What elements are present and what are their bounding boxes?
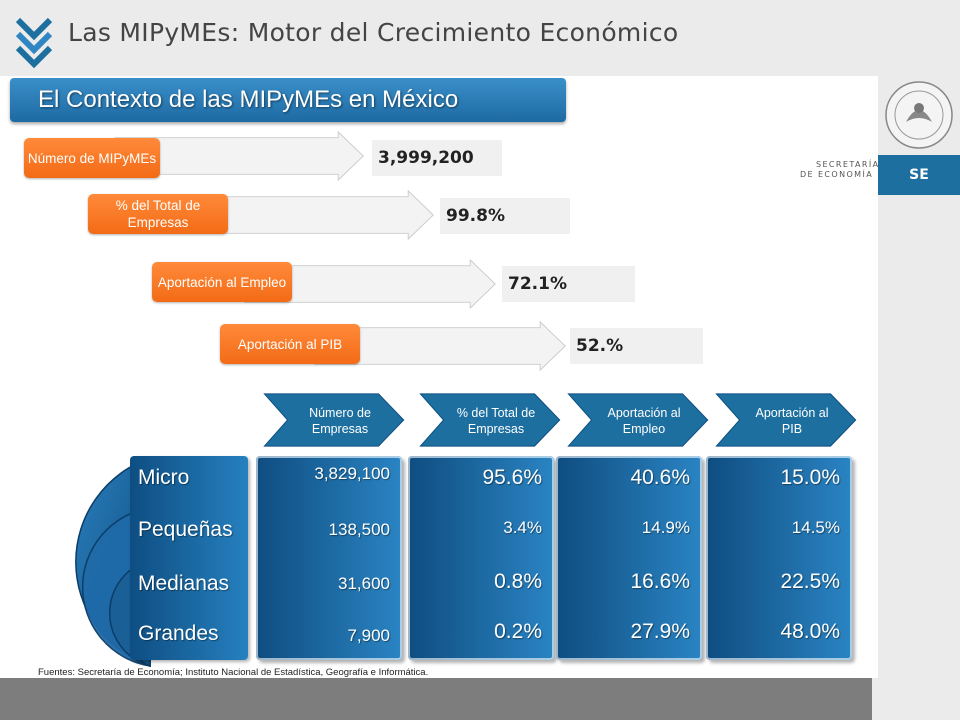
arrow-bar-3 [244,258,496,310]
data-column-empleo: 40.6% 14.9% 16.6% 27.9% [556,456,702,660]
value-cell: 48.0% [780,620,840,643]
chevron-header-3 [567,393,709,447]
value-cell: 15.0% [780,466,840,489]
header-bar [0,0,878,76]
category-pequenas: Pequeñas [138,518,233,541]
se-badge: SE [878,155,960,195]
header-label-pib: Aportación al PIB [755,406,829,436]
value-cell: 40.6% [630,466,690,489]
secretaria-line-2: DE ECONOMÍA [800,170,874,179]
footer-bar [0,678,872,720]
value-cell: 27.9% [630,620,690,643]
category-grandes: Grandes [138,622,219,645]
top-row-label: Aportación al PIB [220,324,360,364]
chevron-header-1 [263,393,405,447]
arrow-bar-4 [314,320,566,372]
value-cell: 0.8% [494,570,542,593]
category-card: Micro Pequeñas Medianas Grandes [130,456,248,660]
secretaria-label: SECRETARÍA DE ECONOMÍA [800,160,880,180]
national-seal-icon [885,81,953,149]
top-row-value: 52.% [570,328,703,364]
value-cell: 14.9% [641,518,690,537]
value-cell: 14.5% [791,518,840,537]
category-micro: Micro [138,466,190,489]
data-column-porcentaje: 95.6% 3.4% 0.8% 0.2% [408,456,554,660]
value-cell: 95.6% [482,466,542,489]
top-row-label: Aportación al Empleo [152,262,292,302]
data-column-empresas: 3,829,100 138,500 31,600 7,900 [256,456,402,660]
top-row-label: % del Total de Empresas [88,194,228,234]
category-medianas: Medianas [138,572,230,595]
sources-footnote: Fuentes: Secretaría de Economía; Institu… [38,667,429,678]
top-row-value: 99.8% [440,198,570,234]
header-label-empresas: Número de Empresas [309,406,371,436]
top-row-value: 72.1% [502,266,635,302]
value-cell: 0.2% [494,620,542,643]
value-cell: 7,900 [347,626,390,645]
value-cell: 31,600 [338,574,390,593]
footer-right-block [872,678,960,720]
header-label-empleo: Aportación al Empleo [607,406,681,436]
chevron-header-2 [419,393,561,447]
value-cell: 3,829,100 [314,464,390,483]
chevron-logo-icon [15,17,53,68]
header-label-porcentaje: % del Total de Empresas [456,406,536,436]
value-cell: 22.5% [780,570,840,593]
section-subtitle: El Contexto de las MIPyMEs en México [10,78,566,122]
top-row-label: Número de MIPyMEs [24,138,160,178]
page-title: Las MIPyMEs: Motor del Crecimiento Econó… [68,18,679,47]
top-row-value: 3,999,200 [372,140,502,176]
secretaria-line-1: SECRETARÍA [816,160,880,169]
data-column-pib: 15.0% 14.5% 22.5% 48.0% [706,456,852,660]
value-cell: 138,500 [328,520,390,539]
value-cell: 16.6% [630,570,690,593]
value-cell: 3.4% [503,518,542,537]
chevron-header-4 [715,393,857,447]
